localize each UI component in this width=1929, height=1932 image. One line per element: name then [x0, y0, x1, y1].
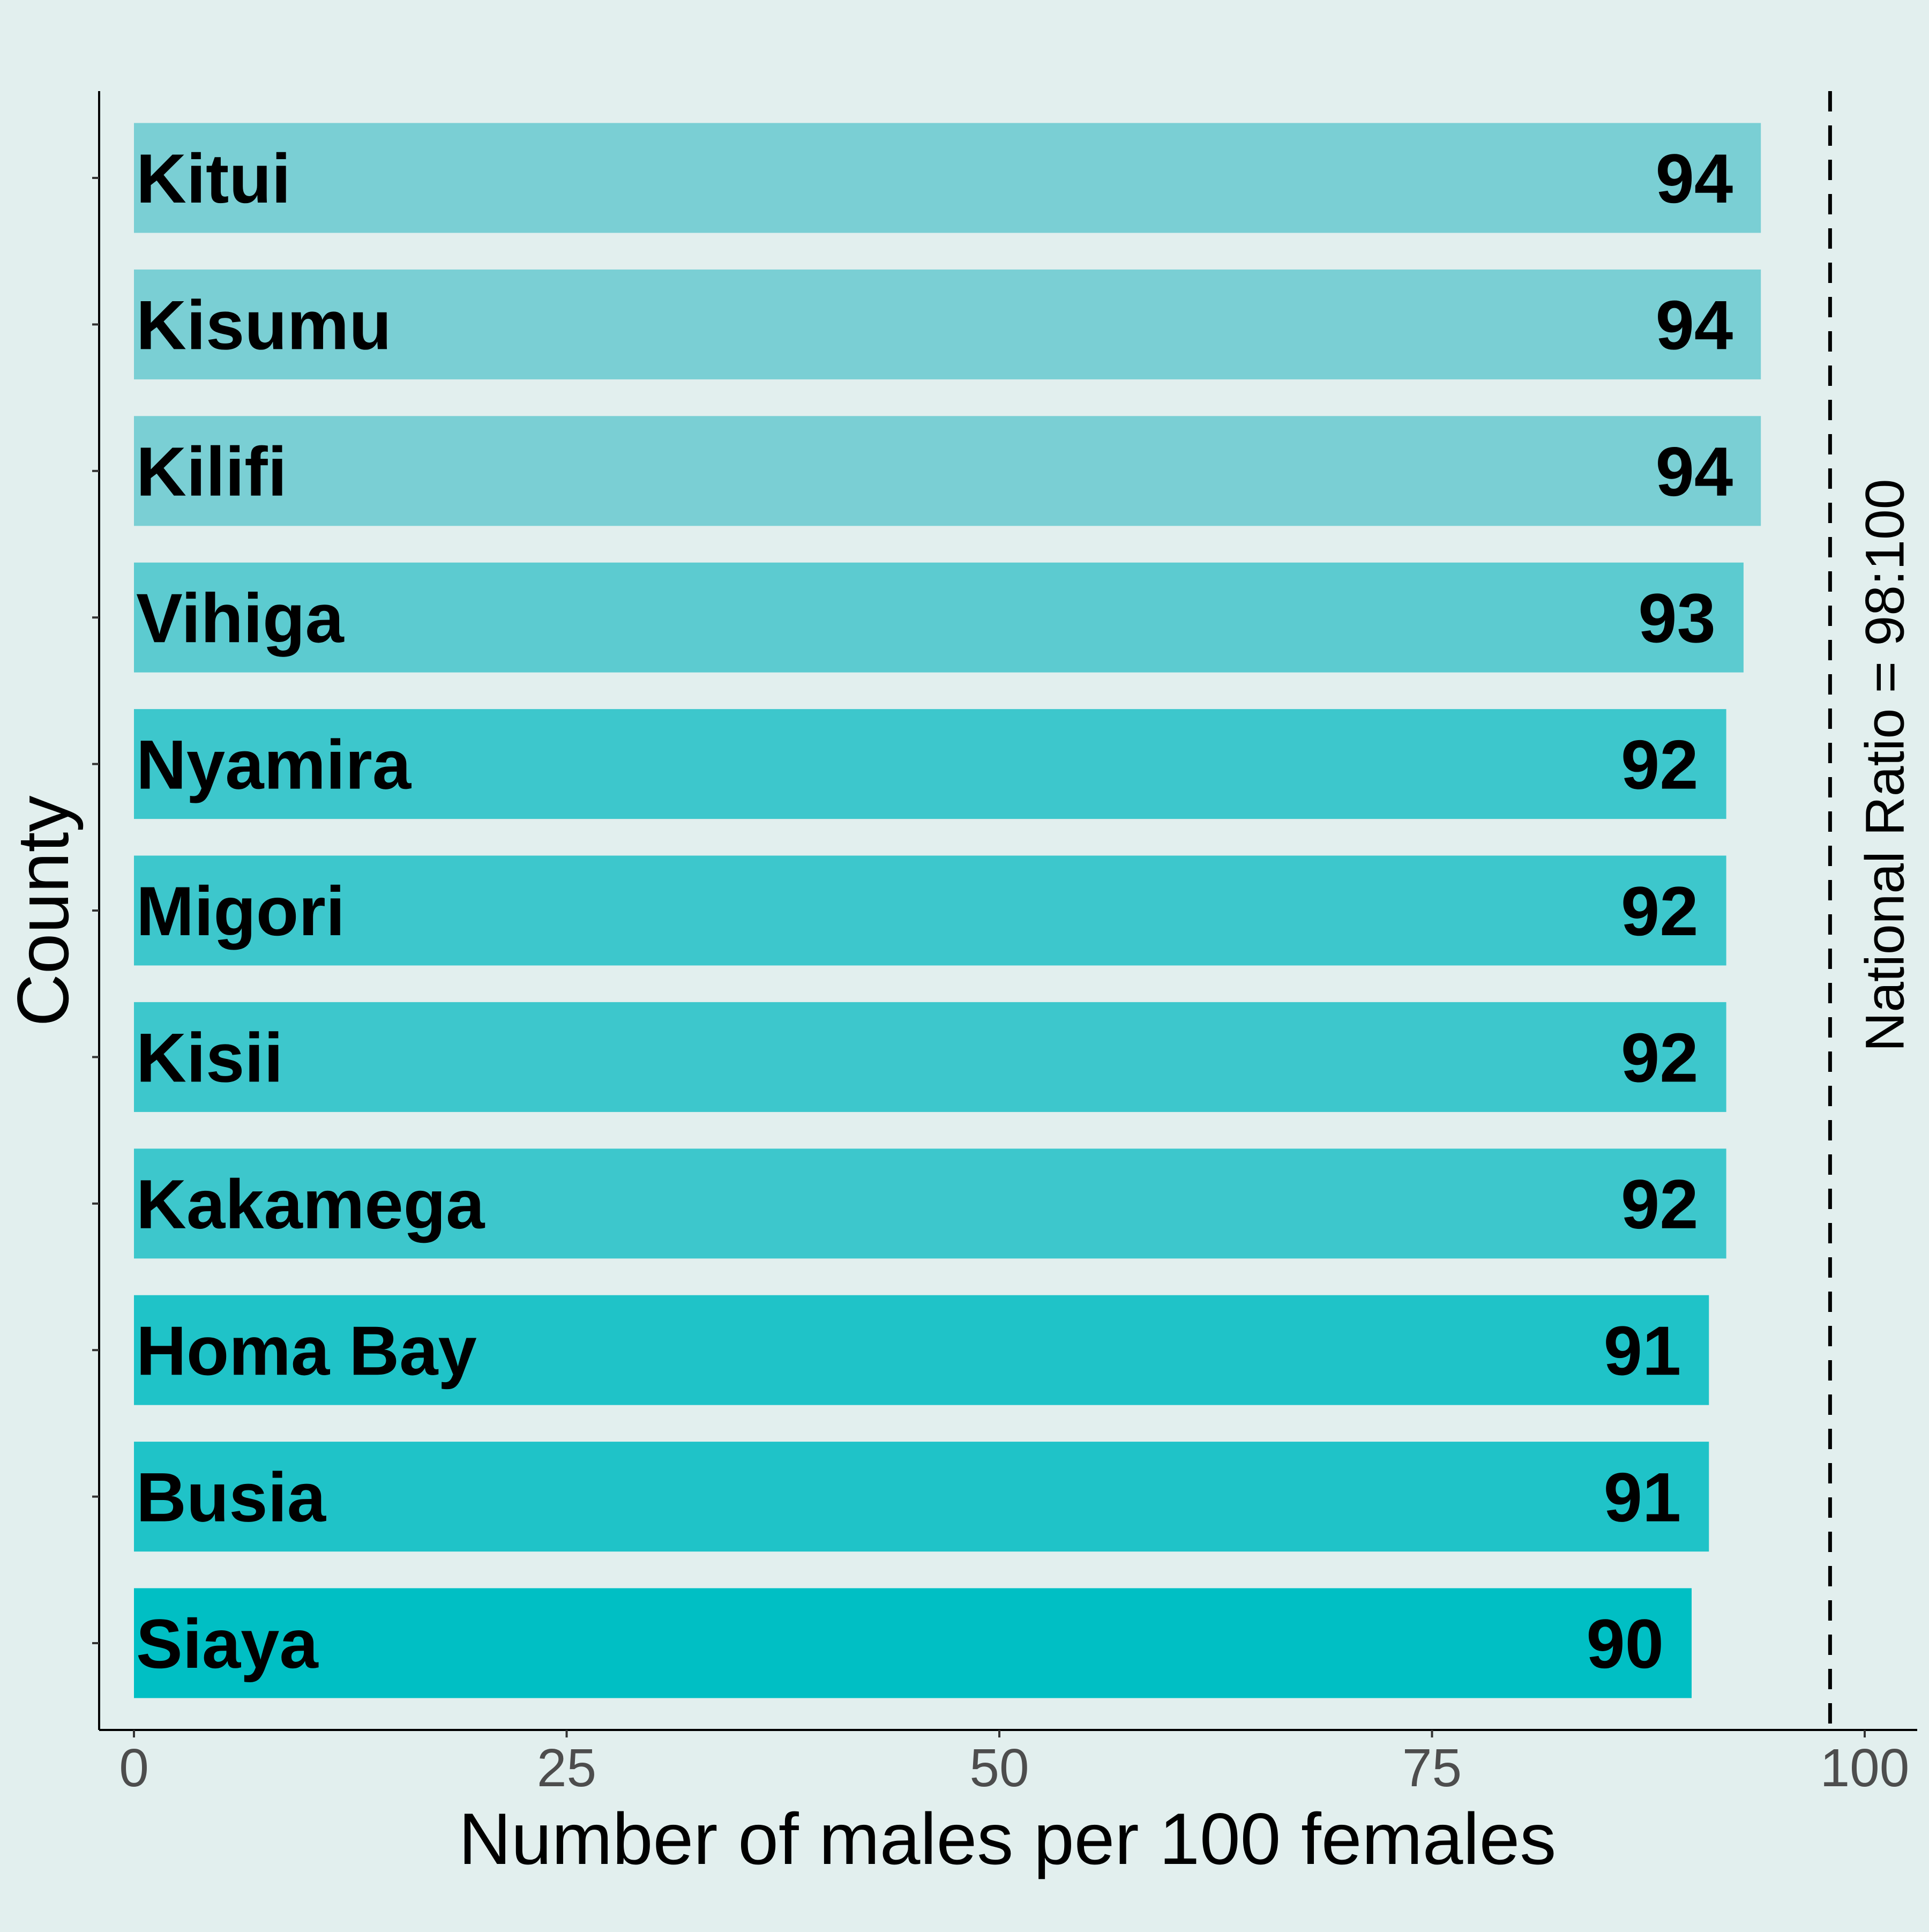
x-tick-label: 100: [1820, 1738, 1910, 1798]
ticks-layer: 0 25 50 75 100: [92, 177, 1910, 1798]
bar-homa-bay: [134, 1295, 1709, 1405]
value-label-kilifi: 94: [1656, 432, 1733, 511]
value-label-kisii: 92: [1621, 1018, 1699, 1096]
x-tick-label: 75: [1402, 1738, 1462, 1798]
bar-kisii: [134, 1002, 1726, 1112]
x-tick-label: 50: [969, 1738, 1029, 1798]
x-tick-label: 0: [119, 1738, 149, 1798]
value-label-nyamira: 92: [1621, 726, 1699, 804]
value-label-busia: 91: [1604, 1458, 1681, 1536]
bar-siaya: [134, 1588, 1692, 1698]
bar-nyamira: [134, 709, 1726, 819]
bar-kakamega: [134, 1148, 1726, 1259]
value-label-kakamega: 92: [1621, 1165, 1699, 1243]
y-axis-title: County: [2, 796, 84, 1027]
bar-label-nyamira: Nyamira: [136, 726, 412, 804]
bar-vihiga: [134, 562, 1744, 673]
bar-label-kisumu: Kisumu: [136, 286, 392, 364]
bar-busia: [134, 1442, 1709, 1552]
bar-label-siaya: Siaya: [136, 1605, 319, 1683]
value-label-migori: 92: [1621, 872, 1699, 950]
bar-label-migori: Migori: [136, 872, 345, 950]
bars-layer: Kitui 94 Kisumu 94 Kilifi 94 Vihiga 93 Nyamira 92…: [134, 123, 1761, 1698]
national-ratio-label: National Ratio = 98:100: [1854, 479, 1915, 1052]
bar-label-vihiga: Vihiga: [136, 579, 345, 657]
value-label-vihiga: 93: [1638, 579, 1716, 657]
bar-kilifi: [134, 416, 1761, 526]
x-tick-label: 25: [537, 1738, 596, 1798]
value-label-homa-bay: 91: [1604, 1311, 1681, 1390]
bar-label-kakamega: Kakamega: [136, 1165, 485, 1243]
bar-label-kitui: Kitui: [136, 139, 291, 218]
bar-label-homa-bay: Homa Bay: [136, 1311, 477, 1390]
value-label-siaya: 90: [1586, 1605, 1664, 1683]
bar-label-kilifi: Kilifi: [136, 432, 287, 511]
bar-kitui: [134, 123, 1761, 233]
value-label-kisumu: 94: [1656, 286, 1733, 364]
bar-label-kisii: Kisii: [136, 1018, 283, 1096]
bar-kisumu: [134, 269, 1761, 379]
bar-label-busia: Busia: [136, 1458, 327, 1536]
bar-migori: [134, 855, 1726, 966]
value-label-kitui: 94: [1656, 139, 1733, 218]
x-axis-title: Number of males per 100 females: [459, 1798, 1557, 1879]
